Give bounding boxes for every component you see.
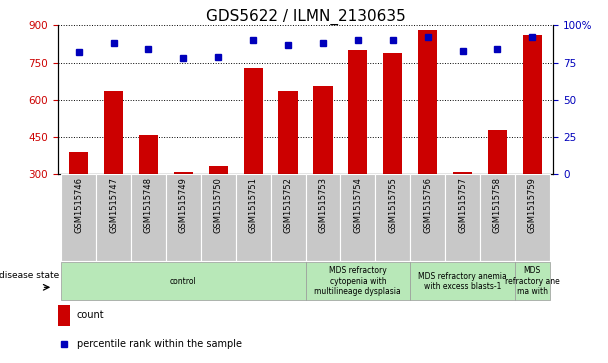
Text: MDS refractory
cytopenia with
multilineage dysplasia: MDS refractory cytopenia with multilinea… — [314, 266, 401, 296]
Bar — [139, 135, 158, 174]
Text: GSM1515753: GSM1515753 — [319, 177, 328, 233]
Bar — [445, 174, 480, 261]
Bar — [244, 68, 263, 174]
Bar — [313, 86, 333, 174]
Text: GSM1515749: GSM1515749 — [179, 177, 188, 233]
Bar — [104, 91, 123, 174]
Text: control: control — [170, 277, 197, 286]
Bar — [515, 262, 550, 301]
Bar — [209, 166, 228, 174]
Text: disease state: disease state — [0, 271, 59, 280]
Bar — [340, 174, 375, 261]
Bar — [96, 174, 131, 261]
Bar — [305, 174, 340, 261]
Text: GSM1515757: GSM1515757 — [458, 177, 467, 233]
Bar — [410, 262, 515, 301]
Bar — [515, 174, 550, 261]
Bar — [58, 305, 70, 326]
Text: GSM1515747: GSM1515747 — [109, 177, 118, 233]
Text: GSM1515752: GSM1515752 — [283, 177, 292, 233]
Bar — [131, 174, 166, 261]
Bar — [418, 30, 437, 174]
Bar — [383, 53, 402, 174]
Bar — [523, 35, 542, 174]
Text: GSM1515758: GSM1515758 — [493, 177, 502, 233]
Text: GSM1515751: GSM1515751 — [249, 177, 258, 233]
Bar — [348, 50, 367, 174]
Text: GSM1515746: GSM1515746 — [74, 177, 83, 233]
Bar — [278, 91, 298, 174]
Bar — [174, 172, 193, 174]
Text: MDS refractory anemia
with excess blasts-1: MDS refractory anemia with excess blasts… — [418, 272, 507, 291]
Bar — [410, 174, 445, 261]
Bar — [236, 174, 271, 261]
Bar — [166, 174, 201, 261]
Text: count: count — [77, 310, 104, 321]
Text: GSM1515748: GSM1515748 — [144, 177, 153, 233]
Title: GDS5622 / ILMN_2130635: GDS5622 / ILMN_2130635 — [206, 9, 406, 25]
Text: GSM1515755: GSM1515755 — [389, 177, 397, 233]
Text: GSM1515754: GSM1515754 — [353, 177, 362, 233]
Bar — [69, 152, 88, 174]
Text: GSM1515759: GSM1515759 — [528, 177, 537, 233]
Bar — [271, 174, 305, 261]
Bar — [488, 130, 507, 174]
Bar — [480, 174, 515, 261]
Text: GSM1515750: GSM1515750 — [214, 177, 223, 233]
Bar — [453, 172, 472, 174]
Text: MDS
refractory ane
ma with: MDS refractory ane ma with — [505, 266, 560, 296]
Bar — [305, 262, 410, 301]
Bar — [201, 174, 236, 261]
Text: percentile rank within the sample: percentile rank within the sample — [77, 339, 241, 349]
Bar — [375, 174, 410, 261]
Bar — [61, 174, 96, 261]
Text: GSM1515756: GSM1515756 — [423, 177, 432, 233]
Bar — [61, 262, 305, 301]
